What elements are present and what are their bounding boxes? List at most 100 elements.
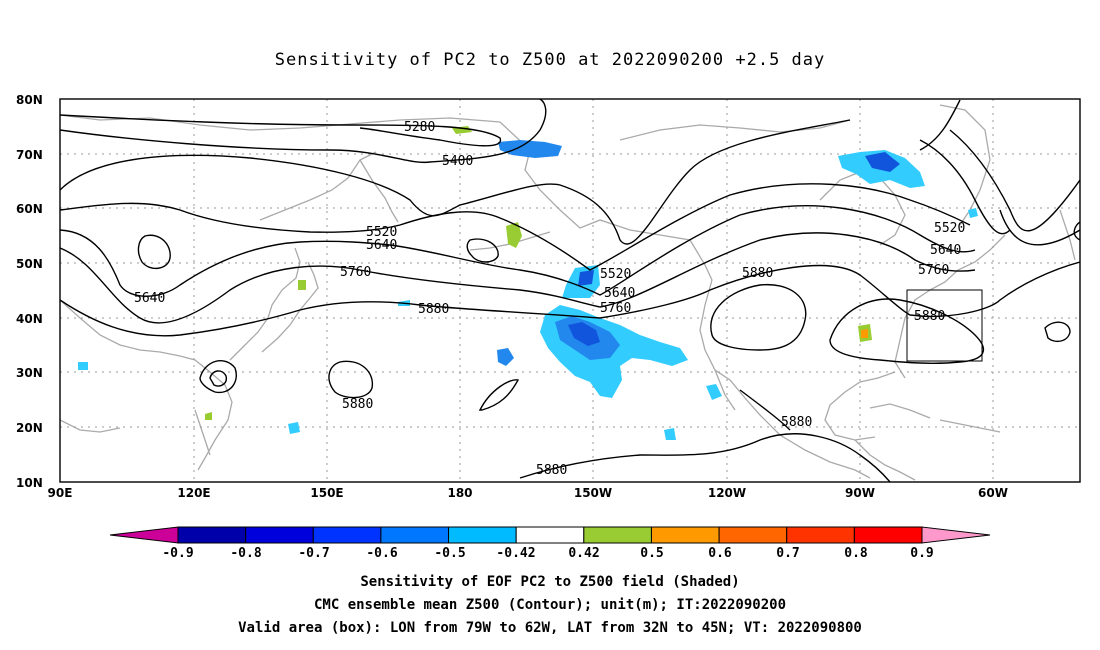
coast-asia-interior — [60, 419, 121, 433]
sensitivity-shading — [78, 126, 978, 440]
colorbar-label-neg-0-6: -0.6 — [366, 546, 397, 561]
contour-5760 — [60, 232, 976, 324]
contour-5880-closed-west-inner — [209, 370, 228, 387]
colorbar-right-triangle — [921, 526, 991, 544]
contour-5880-south2 — [739, 389, 791, 431]
shade-neg-small1 — [497, 348, 514, 366]
contour-label-5760-east: 5760 — [918, 263, 949, 278]
coast-na-west — [699, 279, 871, 479]
contour-5880-south — [519, 433, 891, 482]
coast-canada-arctic — [619, 119, 851, 141]
lon-label-120e: 120E — [177, 486, 210, 500]
contour-5520-east — [919, 139, 1011, 235]
colorbar-label-neg-0-9: -0.9 — [162, 546, 193, 561]
coast-asia — [60, 299, 233, 471]
coast-europe — [1059, 209, 1076, 261]
coast-philippines — [194, 409, 211, 456]
colorbar-label-neg-0-7: -0.7 — [298, 546, 329, 561]
colorbar-cell — [718, 526, 788, 544]
contour-label-5280: 5280 — [404, 120, 435, 135]
contour-label-5760: 5760 — [340, 265, 371, 280]
contour-label-5640-east: 5640 — [930, 243, 961, 258]
shade-pos-florida-core — [861, 329, 868, 338]
lat-label-60n: 60N — [16, 202, 43, 216]
colorbar-label-0-42: 0.42 — [568, 546, 599, 561]
coast-japan — [261, 261, 319, 353]
colorbar-label-0-8: 0.8 — [844, 546, 868, 561]
contour-label-5880-us: 5880 — [742, 266, 773, 281]
contour-5880-closed-pacific — [328, 360, 374, 399]
contour-5880 — [60, 261, 1080, 337]
colorbar-label-neg-0-5: -0.5 — [434, 546, 465, 561]
colorbar-cells — [177, 526, 923, 544]
colorbar-label-0-7: 0.7 — [776, 546, 799, 561]
contour-5640-east — [949, 129, 1080, 232]
contour-labels: 5280 5400 5520 5640 5760 5880 5640 5520 … — [134, 120, 965, 478]
contour-label-5760-mid: 5760 — [600, 301, 631, 316]
z500-contours — [60, 99, 1080, 482]
lat-label-70n: 70N — [16, 148, 43, 162]
shade-neg-small5 — [78, 362, 88, 370]
colorbar: -0.9 -0.8 -0.7 -0.6 -0.5 -0.42 0.42 0.5 … — [109, 526, 991, 561]
caption-line-3: Valid area (box): LON from 79W to 62W, L… — [238, 620, 862, 636]
contour-greenland — [919, 99, 961, 151]
contour-5280 — [60, 114, 501, 147]
coast-alaska — [499, 121, 713, 281]
lon-label-150w: 150W — [574, 486, 612, 500]
contour-label-5400: 5400 — [442, 154, 473, 169]
colorbar-label-0-6: 0.6 — [708, 546, 732, 561]
colorbar-cell — [380, 526, 450, 544]
contour-5880-closed-hawaii — [478, 379, 520, 411]
coast-hudson — [819, 171, 906, 246]
colorbar-label-neg-0-42: -0.42 — [496, 546, 535, 561]
lat-axis: 80N 70N 60N 50N 40N 30N 20N 10N — [16, 93, 43, 490]
colorbar-cell — [853, 526, 923, 544]
map-title: Sensitivity of PC2 to Z500 at 2022090200… — [274, 50, 826, 70]
contour-label-5640-mid: 5640 — [604, 286, 635, 301]
shade-neg-bering — [498, 140, 562, 158]
plot-frame — [59, 98, 1081, 483]
coast-central-america — [854, 439, 916, 481]
caption-line-1: Sensitivity of EOF PC2 to Z500 field (Sh… — [360, 574, 740, 590]
lon-label-90w: 90W — [845, 486, 875, 500]
contour-label-5520: 5520 — [366, 225, 397, 240]
valid-area-box — [906, 289, 983, 362]
lon-axis: 90E 120E 150E 180 150W 120W 90W 60W — [48, 486, 1008, 500]
shade-pos-aleutian — [506, 222, 522, 248]
colorbar-cell — [177, 526, 247, 544]
coast-baja — [714, 369, 736, 411]
lon-label-90e: 90E — [48, 486, 73, 500]
contour-label-5880: 5880 — [418, 302, 449, 317]
lat-label-40n: 40N — [16, 312, 43, 326]
colorbar-cell — [786, 526, 855, 544]
colorbar-label-neg-0-8: -0.8 — [230, 546, 261, 561]
contour-label-5880-south: 5880 — [536, 463, 567, 478]
colorbar-cell — [515, 526, 585, 544]
lon-label-120w: 120W — [708, 486, 746, 500]
shade-neg-north-pacific-core — [578, 270, 594, 286]
colorbar-label-0-5: 0.5 — [640, 546, 663, 561]
lon-label-60w: 60W — [978, 486, 1008, 500]
contour-label-5880-box: 5880 — [914, 309, 945, 324]
lat-label-50n: 50N — [16, 257, 43, 271]
coast-cuba — [869, 403, 931, 419]
colorbar-cell — [448, 526, 517, 544]
contour-siberia-east — [1073, 221, 1080, 241]
contour-label-5640: 5640 — [366, 238, 397, 253]
shade-neg-small2 — [288, 422, 300, 434]
contour-5640-closed-aleutian — [466, 238, 499, 263]
shade-neg-small3 — [706, 384, 722, 400]
shade-neg-small4 — [664, 428, 676, 440]
lat-label-80n: 80N — [16, 93, 43, 107]
contour-label-5880-gulf: 5880 — [781, 415, 812, 430]
shade-neg-small7 — [968, 208, 978, 218]
contour-label-5880-pacific: 5880 — [342, 397, 373, 412]
contour-5880-atlantic — [829, 298, 985, 364]
contour-5880-closed-west — [199, 360, 237, 394]
contour-5880-us — [710, 283, 807, 351]
lat-label-20n: 20N — [16, 421, 43, 435]
shade-neg-core2 — [568, 322, 600, 346]
contour-5520 — [60, 183, 971, 271]
coast-antilles — [939, 419, 1001, 433]
